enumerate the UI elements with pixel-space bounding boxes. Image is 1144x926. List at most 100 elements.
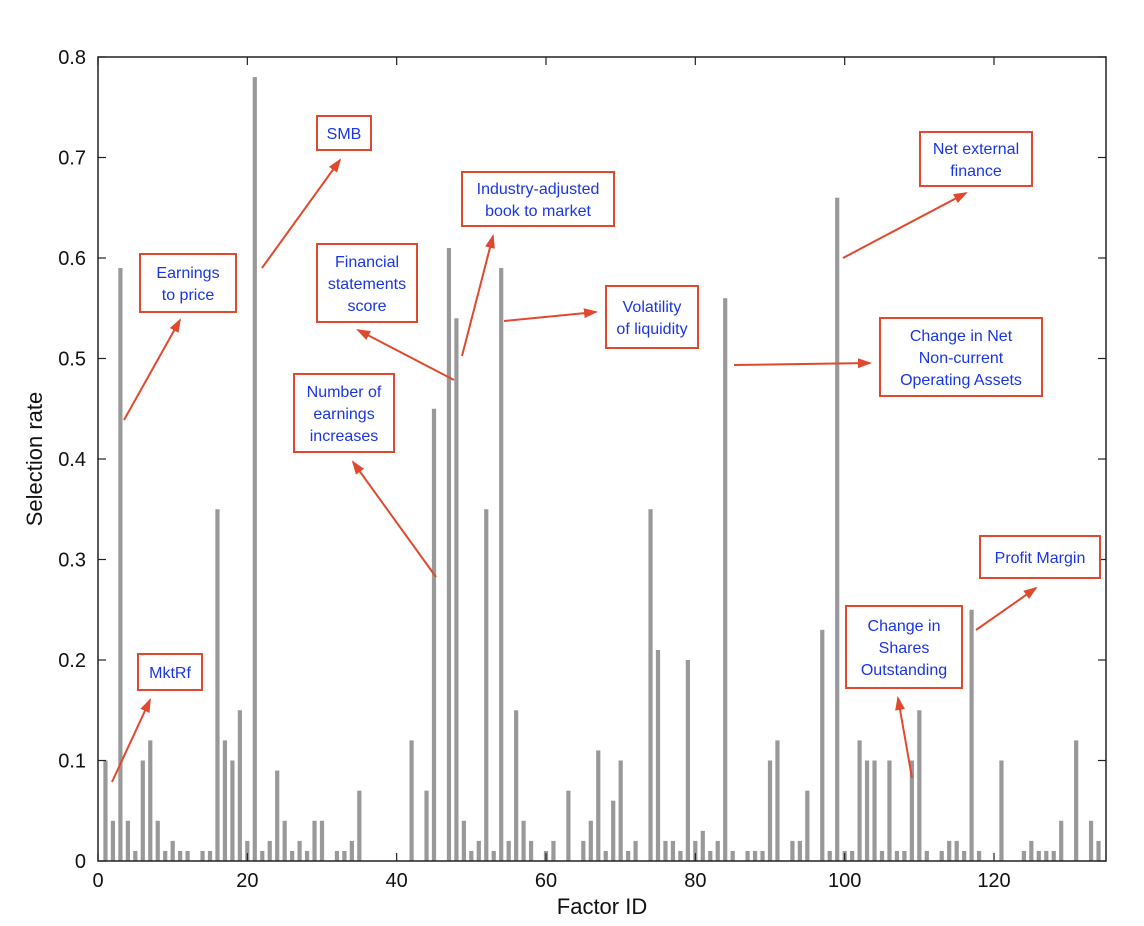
bar-factor-16 — [215, 509, 220, 861]
bar-factor-33 — [342, 850, 347, 861]
bar-factor-110 — [917, 710, 922, 861]
annotation-label: Financial — [335, 254, 399, 271]
annotation-label: Non-current — [919, 350, 1004, 367]
bar-factor-108 — [902, 850, 907, 861]
annotation-factor-48: Industry-adjusted book to market — [461, 171, 615, 357]
bar-factor-51 — [476, 840, 481, 861]
x-tick-label: 20 — [236, 870, 258, 892]
y-tick-label: 0.1 — [58, 751, 86, 773]
bar-factor-91 — [775, 740, 780, 861]
annotation-label: Outstanding — [861, 662, 947, 679]
annotation-label: Profit Margin — [995, 550, 1086, 567]
bar-factor-75 — [655, 649, 661, 861]
bar-factor-47 — [446, 247, 452, 861]
bar-factor-44 — [424, 790, 429, 861]
y-axis-title: Selection rate — [22, 392, 47, 527]
bar-factor-9 — [163, 850, 168, 861]
annotation-label: finance — [950, 163, 1002, 180]
bar-factor-45 — [431, 408, 437, 861]
annotation-label: Shares — [879, 640, 930, 657]
y-tick-label: 0.5 — [58, 349, 86, 371]
bar-factor-6 — [140, 760, 145, 861]
annotation-box — [137, 653, 203, 691]
y-tick-label: 0.3 — [58, 550, 86, 572]
bar-factor-57 — [521, 820, 526, 861]
bar-factor-58 — [528, 840, 534, 861]
bar-factor-97 — [820, 629, 825, 861]
annotations-layer: MktRf Earnings to price SMB Financial stateme… — [111, 115, 1101, 783]
y-tick-label: 0.8 — [58, 47, 86, 69]
bar-factor-134 — [1096, 840, 1101, 861]
bar-factor-98 — [827, 850, 832, 861]
bar-factor-65 — [581, 840, 586, 861]
annotation-factor-54: Volatility of liquidity — [503, 285, 699, 349]
bar-factor-56 — [514, 710, 519, 861]
bar-factor-106 — [887, 760, 892, 861]
bar-factor-61 — [551, 840, 556, 861]
annotation-arrow — [842, 192, 968, 259]
annotation-label: MktRf — [149, 665, 191, 682]
annotation-label: score — [347, 298, 386, 315]
bar-factor-15 — [207, 850, 213, 861]
bar-factor-128 — [1051, 850, 1056, 861]
bar-factor-20 — [245, 840, 250, 861]
annotation-label: book to market — [485, 203, 591, 220]
annotation-arrow — [503, 308, 598, 322]
bar-factor-118 — [976, 850, 982, 861]
bar-factor-124 — [1021, 850, 1026, 861]
bar-factor-121 — [999, 760, 1004, 861]
bar-factor-53 — [491, 850, 496, 861]
bar-factor-63 — [566, 790, 571, 861]
bar-factor-32 — [334, 850, 340, 861]
bar-factor-109 — [909, 760, 914, 861]
annotation-arrow — [123, 318, 181, 421]
bar-factor-78 — [678, 850, 683, 861]
bar-factor-93 — [790, 840, 795, 861]
axis-ticks: 0 20 40 60 80 100 120 0 0.1 0.2 0.3 0.4 0.5 0.6 0.7 0.8 — [58, 47, 1106, 892]
annotation-box — [979, 535, 1101, 579]
annotation-arrow — [111, 698, 151, 783]
y-tick-label: 0.6 — [58, 248, 86, 270]
bar-factor-55 — [506, 840, 511, 861]
annotation-label: Number of — [307, 384, 382, 401]
annotation-arrow — [461, 234, 495, 357]
x-tick-label: 100 — [828, 870, 861, 892]
bar-factor-50 — [469, 850, 474, 861]
annotation-label: earnings — [313, 406, 374, 423]
bar-factor-111 — [924, 850, 929, 861]
annotation-factor-3: Earnings to price — [123, 253, 237, 421]
annotation-factor-1: MktRf — [111, 653, 203, 783]
bar-factor-49 — [461, 820, 466, 861]
bar-factor-117 — [969, 609, 974, 861]
bar-factor-24 — [275, 770, 280, 861]
bar-factor-99 — [835, 197, 840, 861]
annotation-factor-117: Profit Margin — [975, 535, 1101, 631]
bar-factor-85 — [730, 850, 735, 861]
x-axis-title: Factor ID — [557, 894, 647, 919]
annotation-box — [879, 317, 1043, 397]
annotation-label: Industry-adjusted — [477, 181, 600, 198]
bar-factor-30 — [319, 820, 325, 861]
bar-factor-68 — [603, 850, 608, 861]
annotation-box — [461, 171, 615, 227]
bar-factor-42 — [409, 740, 414, 861]
bar-factor-66 — [588, 820, 593, 861]
bar-factor-35 — [357, 790, 362, 861]
bar-factor-81 — [700, 830, 705, 861]
annotation-factor-99: Net external finance — [842, 131, 1033, 259]
bars-layer — [103, 77, 1101, 862]
bar-factor-17 — [222, 740, 228, 861]
bar-factor-25 — [282, 820, 287, 861]
bar-factor-23 — [267, 840, 272, 861]
y-tick-label: 0.7 — [58, 148, 86, 170]
bar-factor-101 — [850, 850, 855, 861]
annotation-label: Earnings — [156, 265, 219, 282]
y-tick-label: 0 — [75, 851, 86, 873]
bar-factor-5 — [133, 850, 138, 861]
annotation-label: Change in Net — [910, 328, 1013, 345]
bar-factor-79 — [685, 660, 690, 861]
bar-factor-102 — [857, 740, 862, 861]
annotation-box — [316, 243, 418, 323]
annotation-label: increases — [310, 428, 378, 445]
